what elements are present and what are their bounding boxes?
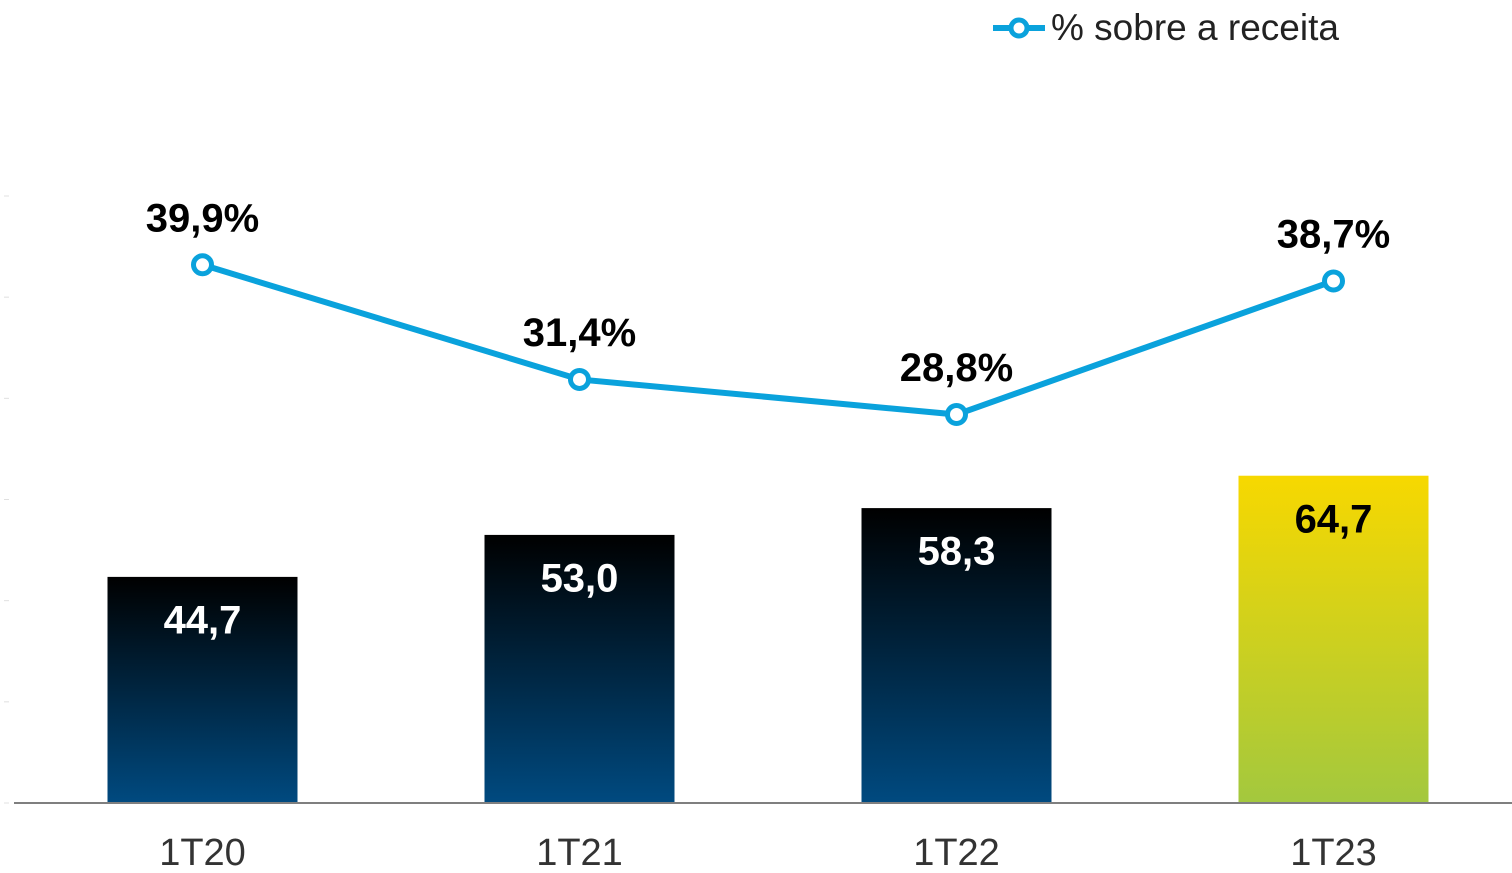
- line-value-label: 39,9%: [146, 196, 259, 240]
- line-value-label: 28,8%: [900, 346, 1013, 390]
- bar: [484, 534, 675, 803]
- bar: [861, 508, 1052, 803]
- line: [201, 261, 1335, 418]
- bar: [107, 576, 298, 803]
- bar-value-label: 44,7: [164, 598, 242, 642]
- bar-value-label: 64,7: [1295, 497, 1373, 541]
- x-tick-label: 1T23: [1290, 832, 1377, 873]
- bar-value-label: 53,0: [541, 556, 619, 600]
- x-tick-label: 1T21: [536, 832, 623, 873]
- line-value-label: 31,4%: [523, 311, 636, 355]
- line-value-label: 38,7%: [1277, 213, 1390, 257]
- bar-value-label: 58,3: [918, 530, 996, 574]
- x-tick-label: 1T22: [913, 832, 1000, 873]
- line-marker: [191, 253, 214, 277]
- legend-label: % sobre a receita: [1051, 7, 1339, 48]
- legend-marker: [1008, 17, 1030, 39]
- line-marker: [945, 403, 968, 427]
- line-marker: [568, 367, 591, 391]
- bar: [1238, 475, 1429, 803]
- x-tick-label: 1T20: [159, 832, 246, 873]
- line-marker: [1322, 269, 1345, 293]
